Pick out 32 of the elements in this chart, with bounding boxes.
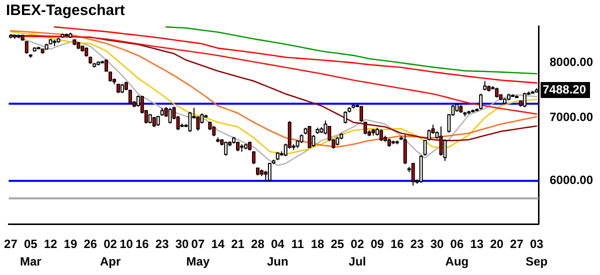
x-tick-label: 30 [175, 237, 190, 252]
x-tick-label: 16 [136, 237, 150, 252]
x-tick-label: 14 [211, 237, 225, 252]
x-tick-label: 23 [410, 237, 424, 252]
x-tick-label: 12 [44, 237, 58, 252]
y-tick-label: 7000.00 [550, 110, 594, 124]
x-tick-label: 18 [310, 237, 324, 252]
x-tick-label: 27 [4, 237, 18, 252]
x-tick-label: 05 Mar [20, 237, 42, 269]
x-tick-label: 04 Jun [266, 237, 288, 269]
x-tick-label: 09 [370, 237, 384, 252]
x-tick-label: 27 [510, 237, 524, 252]
x-tick-label: 13 [470, 237, 484, 252]
x-tick-label: 26 [84, 237, 98, 252]
x-tick-label: 16 [390, 237, 404, 252]
x-tick-label: 19 [64, 237, 78, 252]
text: 7488.20 [542, 82, 586, 96]
x-tick-label: 30 [430, 237, 444, 252]
x-tick-label: 10 [120, 237, 134, 252]
chart-title: IBEX-Tageschart [6, 2, 125, 20]
x-tick-label: 23 [155, 237, 170, 252]
x-tick-label: 20 [490, 237, 504, 252]
y-tick-label: 6000.00 [550, 173, 594, 188]
x-tick-label: 21 [231, 237, 245, 252]
x-tick-label: 02 Apr [100, 237, 121, 269]
x-tick-label: 11 [291, 237, 304, 252]
x-tick-label: 03 Sep [526, 237, 548, 269]
y-tick-label: 8000.00 [550, 55, 594, 70]
x-tick-label: 02 Jul [348, 237, 366, 269]
x-tick-label: 06 Aug [445, 237, 469, 269]
x-tick-label: 25 [330, 237, 344, 252]
x-tick-label: 28 [251, 237, 265, 252]
